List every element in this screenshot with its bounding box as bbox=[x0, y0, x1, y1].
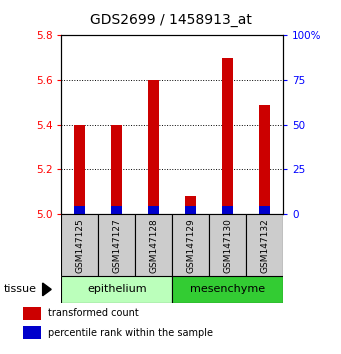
Bar bbox=[222, 58, 233, 214]
Bar bbox=[61, 276, 172, 303]
Bar bbox=[148, 80, 159, 214]
Text: GSM147125: GSM147125 bbox=[75, 218, 84, 273]
Text: mesenchyme: mesenchyme bbox=[190, 284, 265, 295]
Bar bbox=[74, 206, 85, 214]
Bar bbox=[23, 326, 41, 339]
Bar bbox=[135, 214, 172, 276]
Text: GSM147130: GSM147130 bbox=[223, 218, 232, 273]
Text: tissue: tissue bbox=[3, 284, 36, 295]
Bar bbox=[148, 206, 159, 214]
Bar bbox=[172, 276, 283, 303]
Text: epithelium: epithelium bbox=[87, 284, 147, 295]
Text: GSM147127: GSM147127 bbox=[112, 218, 121, 273]
Text: GDS2699 / 1458913_at: GDS2699 / 1458913_at bbox=[90, 13, 251, 28]
Bar bbox=[209, 214, 246, 276]
Bar bbox=[23, 307, 41, 320]
Bar bbox=[185, 196, 196, 214]
Text: transformed count: transformed count bbox=[48, 308, 139, 318]
Bar bbox=[74, 125, 85, 214]
Bar bbox=[111, 206, 122, 214]
Text: GSM147129: GSM147129 bbox=[186, 218, 195, 273]
Bar bbox=[222, 206, 233, 214]
Text: GSM147132: GSM147132 bbox=[260, 218, 269, 273]
Text: GSM147128: GSM147128 bbox=[149, 218, 158, 273]
Bar bbox=[61, 214, 98, 276]
Bar bbox=[185, 206, 196, 214]
Bar bbox=[98, 214, 135, 276]
Bar bbox=[246, 214, 283, 276]
Bar bbox=[259, 105, 270, 214]
Text: percentile rank within the sample: percentile rank within the sample bbox=[48, 328, 213, 338]
Bar bbox=[259, 206, 270, 214]
Bar bbox=[172, 214, 209, 276]
Bar bbox=[111, 125, 122, 214]
